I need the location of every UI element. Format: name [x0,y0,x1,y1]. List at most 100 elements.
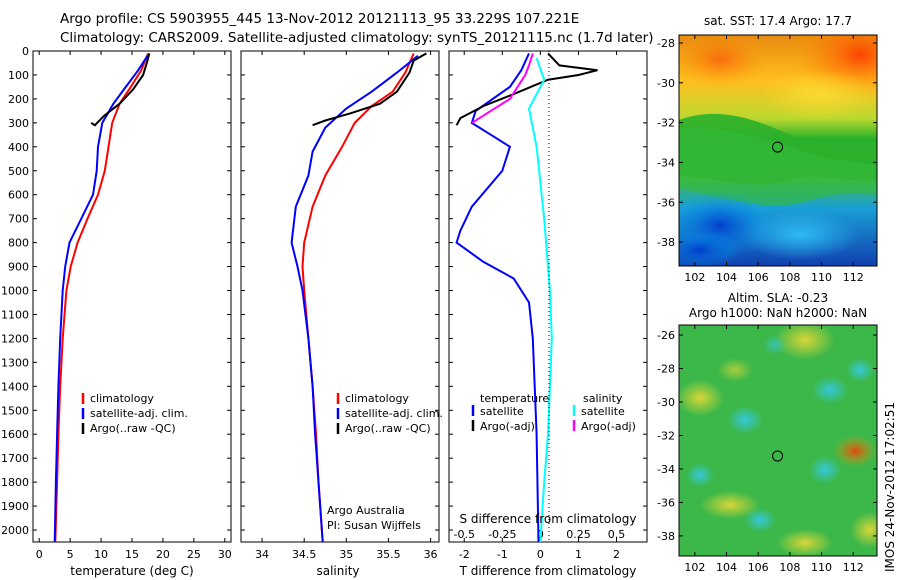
map-x-tick-label: 106 [748,561,769,574]
map-x-tick-label: 112 [843,561,864,574]
temperature-axis: 0 5 10 15 20 25 30 [36,51,232,561]
sst-argo-marker [772,141,784,153]
depth-tick-label: 200 [8,93,29,106]
salinity-lines [290,52,427,542]
s-tick-label: 0.5 [608,528,626,541]
x-tick-label: 15 [125,548,139,561]
sla-high [775,325,835,360]
x-tick-label: 0 [36,548,43,561]
legend-satellite: satellite-adj. clim. [90,407,188,420]
depth-tick-label: 1200 [1,332,29,345]
map-x-tick-label: 104 [716,561,737,574]
sst-warm-patch [679,35,770,90]
sla-map-title: Altim. SLA: -0.23 [728,291,828,305]
header-line2: Climatology: CARS2009. Satellite-adjuste… [60,30,653,46]
depth-tick-label: 300 [8,117,29,130]
sla-low [763,335,787,355]
difference-lines [455,52,598,542]
sla-high [717,358,753,382]
sla-map-frame [678,324,878,557]
sla-high [679,380,724,416]
legend-satellite: satellite-adj. clim. [345,407,443,420]
sla-high [700,491,760,519]
legend-argo: Argo(..raw -QC) [90,422,176,435]
series-line [90,53,151,127]
x-tick-label: 34 [255,548,269,561]
sst-front [679,127,877,206]
sla-low [744,508,776,532]
depth-tick-label: 100 [8,69,29,82]
map-y-tick-label: -38 [657,236,675,249]
legend-title-salinity: salinity [583,392,623,405]
x-tick-label: -1 [497,548,508,561]
header-line1: Argo profile: CS 5903955_445 13-Nov-2012… [60,11,579,27]
depth-tick-label: 700 [8,213,29,226]
series-line [54,53,150,542]
x-tick-label: -2 [459,548,470,561]
sst-map-frame [678,34,878,267]
sla-high [850,512,877,548]
legend-climatology: climatology [90,392,154,405]
depth-tick-label: 1500 [1,404,29,417]
map-y-tick-label: -30 [657,396,675,409]
s-tick-label: 0.25 [566,528,591,541]
x-tick-label: 35 [339,548,353,561]
map-x-tick-label: 106 [748,271,769,284]
x-tick-label: 35.5 [376,548,401,561]
sla-map: Altim. SLA: -0.23 Argo h1000: NaN h2000:… [657,291,878,574]
sla-low [812,376,848,404]
series-line [53,55,149,542]
depth-tick-label: 800 [8,237,29,250]
difference-xlabel: T difference from climatology [459,564,637,578]
sla-low [846,358,874,382]
series-line [455,52,540,542]
difference-x2label: S difference from climatology [460,512,637,526]
map-y-tick-label: -36 [657,496,675,509]
temperature-lines [53,53,151,542]
depth-tick-label: 1100 [1,308,29,321]
sst-cool-patch [740,210,860,260]
map-y-tick-label: -38 [657,530,675,543]
legend-s-argo: Argo(-adj) [581,420,636,433]
legend-t-satellite: satellite [480,405,524,418]
x-tick-label: 1 [575,548,582,561]
difference-legend: temperature salinity satellite Argo(-adj… [471,392,636,433]
temperature-legend: climatology satellite-adj. clim. Argo(..… [81,392,188,435]
sla-map-axes: 102 104 106 108 110 112 -26 -28 -30 -32 -34 -36 -38 [657,325,877,574]
map-y-tick-label: -32 [657,117,675,130]
salinity-panel [240,50,440,543]
depth-tick-label: 1300 [1,356,29,369]
sst-map-title: sat. SST: 17.4 Argo: 17.7 [704,14,852,28]
depth-tick-label: 500 [8,165,29,178]
series-line [290,55,419,542]
legend-s-satellite: satellite [581,405,625,418]
footer-stamp: IMOS 24-Nov-2012 17:02:51 [883,402,897,572]
s-tick-label: -0.5 [453,528,474,541]
depth-tick-label: 1700 [1,452,29,465]
x-tick-label: 25 [187,548,201,561]
s-tick-label: -0.25 [488,528,516,541]
map-y-tick-label: -30 [657,77,675,90]
x-tick-label: 0 [537,548,544,561]
sla-argo-marker [772,450,784,462]
map-y-tick-label: -32 [657,429,675,442]
map-x-tick-label: 102 [684,271,705,284]
depth-tick-label: 600 [8,189,29,202]
map-y-tick-label: -34 [657,156,675,169]
map-x-tick-label: 112 [843,271,864,284]
legend-argo: Argo(..raw -QC) [345,422,431,435]
sla-high [833,435,877,467]
temperature-xlabel: temperature (deg C) [70,564,193,578]
legend-climatology: climatology [345,392,409,405]
map-y-tick-label: -26 [657,329,675,342]
depth-axis: 0 100 200 300 400 500 600 700 800 900 1000 1100 1200… [1,45,647,537]
depth-tick-label: 1800 [1,476,29,489]
x-tick-label: 20 [156,548,170,561]
depth-tick-label: 1400 [1,380,29,393]
sla-low [727,406,763,434]
map-x-tick-label: 108 [779,271,800,284]
map-x-tick-label: 104 [716,271,737,284]
depth-tick-label: 900 [8,261,29,274]
note-argo-australia: Argo Australia [327,504,405,517]
depth-tick-label: 400 [8,141,29,154]
